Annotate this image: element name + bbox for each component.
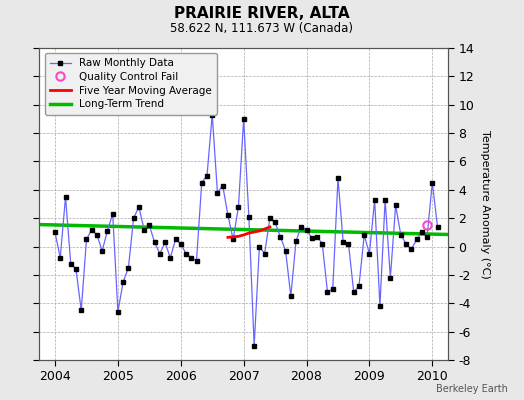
- Five Year Moving Average: [246, 231, 252, 236]
- Raw Monthly Data: [272, 220, 278, 225]
- Raw Monthly Data: [136, 204, 142, 209]
- Raw Monthly Data: [130, 216, 137, 220]
- Text: 58.622 N, 111.673 W (Canada): 58.622 N, 111.673 W (Canada): [170, 22, 354, 35]
- Raw Monthly Data: [251, 344, 257, 348]
- Line: Five Year Moving Average: Five Year Moving Average: [228, 227, 270, 237]
- Text: Berkeley Earth: Berkeley Earth: [436, 384, 508, 394]
- Five Year Moving Average: [235, 234, 242, 239]
- Five Year Moving Average: [241, 232, 247, 237]
- Raw Monthly Data: [408, 247, 414, 252]
- Five Year Moving Average: [256, 228, 263, 233]
- Five Year Moving Average: [267, 224, 273, 229]
- Line: Raw Monthly Data: Raw Monthly Data: [53, 113, 440, 348]
- Raw Monthly Data: [209, 112, 215, 117]
- Legend: Raw Monthly Data, Quality Control Fail, Five Year Moving Average, Long-Term Tren: Raw Monthly Data, Quality Control Fail, …: [45, 53, 217, 114]
- Raw Monthly Data: [178, 241, 184, 246]
- Text: PRAIRIE RIVER, ALTA: PRAIRIE RIVER, ALTA: [174, 6, 350, 21]
- Five Year Moving Average: [225, 235, 231, 240]
- Raw Monthly Data: [52, 230, 58, 235]
- Y-axis label: Temperature Anomaly (°C): Temperature Anomaly (°C): [480, 130, 490, 278]
- Raw Monthly Data: [277, 234, 283, 239]
- Raw Monthly Data: [434, 224, 441, 229]
